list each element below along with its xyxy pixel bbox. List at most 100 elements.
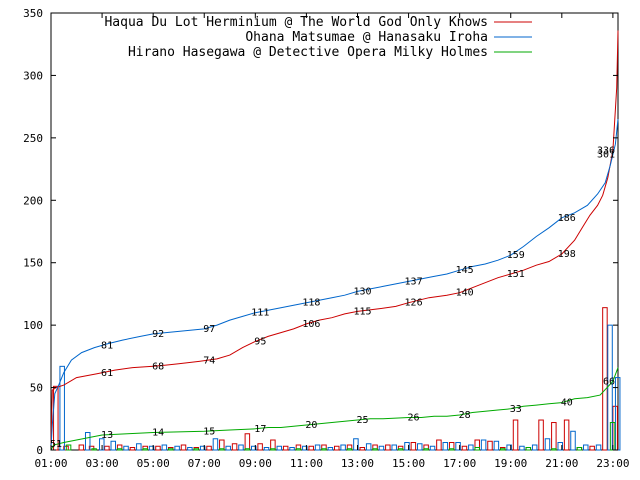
bar-mark — [289, 447, 295, 451]
data-labels: 51 61 68 74 95 106 115 126 140 151 198 336 81 92 97 111… — [50, 145, 615, 449]
x-tick-label: 17:00 — [443, 457, 476, 470]
x-tick-label: 23:00 — [596, 457, 629, 470]
series-line — [50, 367, 619, 451]
series-line — [50, 119, 619, 448]
bar-mark — [142, 448, 148, 451]
bar-mark — [180, 444, 187, 451]
bar-mark — [602, 307, 608, 451]
bar-mark — [104, 445, 110, 451]
bar-mark — [346, 448, 353, 451]
bar-mark — [493, 440, 500, 451]
bar-mark — [410, 442, 417, 451]
bars — [53, 307, 621, 451]
data-label: 14 — [152, 428, 164, 439]
x-tick-label: 07:00 — [188, 457, 221, 470]
x-tick-label: 09:00 — [239, 457, 272, 470]
legend-label: Ohana Matsumae @ Hanasaku Iroha — [245, 30, 488, 45]
y-tick-label: 250 — [23, 132, 43, 145]
x-tick-label: 03:00 — [86, 457, 119, 470]
data-label: 95 — [254, 336, 266, 347]
bar-mark — [455, 442, 461, 451]
x-tick-label: 15:00 — [392, 457, 425, 470]
data-label: 115 — [353, 306, 371, 317]
data-label: 61 — [101, 368, 113, 379]
y-tick-label: 0 — [36, 444, 43, 457]
bar-mark — [487, 440, 493, 451]
bar-mark — [321, 448, 327, 451]
bar-mark — [136, 443, 142, 451]
data-label: 74 — [203, 356, 215, 367]
y-tick-label: 100 — [23, 319, 43, 332]
data-label: 159 — [507, 250, 525, 261]
bar-mark — [391, 444, 397, 451]
data-label: 51 — [50, 439, 62, 450]
y-tick-label: 200 — [23, 194, 43, 207]
bar-mark — [480, 439, 487, 451]
bar-mark — [206, 445, 212, 451]
data-label: 20 — [305, 420, 317, 431]
data-label: 40 — [561, 398, 573, 409]
bar-mark — [519, 445, 525, 451]
bar-mark — [423, 448, 429, 451]
bar-mark — [474, 439, 480, 451]
bar-mark — [167, 448, 174, 451]
data-label: 151 — [507, 269, 525, 280]
bar-mark — [327, 447, 334, 451]
data-label: 68 — [152, 361, 164, 372]
bar-mark — [365, 443, 372, 451]
bar-mark — [576, 447, 583, 451]
bar-mark — [78, 444, 85, 451]
bar-mark — [563, 419, 570, 451]
bar-mark — [116, 448, 123, 451]
data-label: 25 — [356, 415, 368, 426]
y-tick-label: 150 — [23, 257, 43, 270]
bar-mark — [308, 445, 314, 451]
data-label: 111 — [251, 308, 269, 319]
bar-mark — [353, 438, 359, 451]
bar-mark — [461, 445, 468, 451]
bar-mark — [225, 445, 231, 451]
bar-mark — [589, 445, 595, 451]
y-tick-label: 300 — [23, 69, 43, 82]
bar-mark — [334, 445, 340, 451]
bar-mark — [231, 443, 238, 451]
bar-mark — [583, 444, 589, 451]
x-tick-label: 01:00 — [34, 457, 67, 470]
bar-mark — [417, 443, 423, 451]
bar-mark — [270, 448, 276, 451]
bar-mark — [385, 444, 391, 451]
bar-mark — [155, 445, 161, 451]
x-tick-label: 05:00 — [137, 457, 170, 470]
bar-mark — [295, 448, 302, 451]
bar-mark — [174, 445, 180, 451]
data-label: 15 — [203, 426, 215, 437]
bar-mark — [340, 444, 346, 451]
bar-mark — [91, 448, 97, 451]
bar-mark — [65, 444, 72, 451]
y-tick-label: 350 — [23, 7, 43, 20]
bar-mark — [531, 444, 538, 451]
bar-mark — [314, 444, 321, 451]
bar-mark — [84, 432, 91, 451]
legend-label: Hirano Hasegawa @ Detective Opera Milky … — [128, 45, 488, 60]
bar-mark — [257, 443, 263, 451]
bar-mark — [397, 448, 404, 451]
data-label: 81 — [101, 340, 113, 351]
data-label: 140 — [456, 288, 474, 299]
bar-mark — [263, 447, 270, 451]
data-label: 13 — [101, 430, 113, 441]
data-label: 118 — [302, 298, 320, 309]
bar-mark — [397, 445, 404, 451]
bar-mark — [238, 444, 244, 451]
bar-mark — [468, 444, 474, 451]
bar-mark — [474, 447, 480, 451]
bar-mark — [219, 448, 225, 451]
data-label: 28 — [459, 410, 471, 421]
x-tick-label: 13:00 — [341, 457, 374, 470]
bar-mark — [142, 445, 148, 451]
data-label: 33 — [510, 404, 522, 415]
bar-mark — [378, 445, 385, 451]
bar-mark — [148, 445, 155, 451]
bar-mark — [282, 445, 289, 451]
bar-mark — [436, 439, 442, 451]
